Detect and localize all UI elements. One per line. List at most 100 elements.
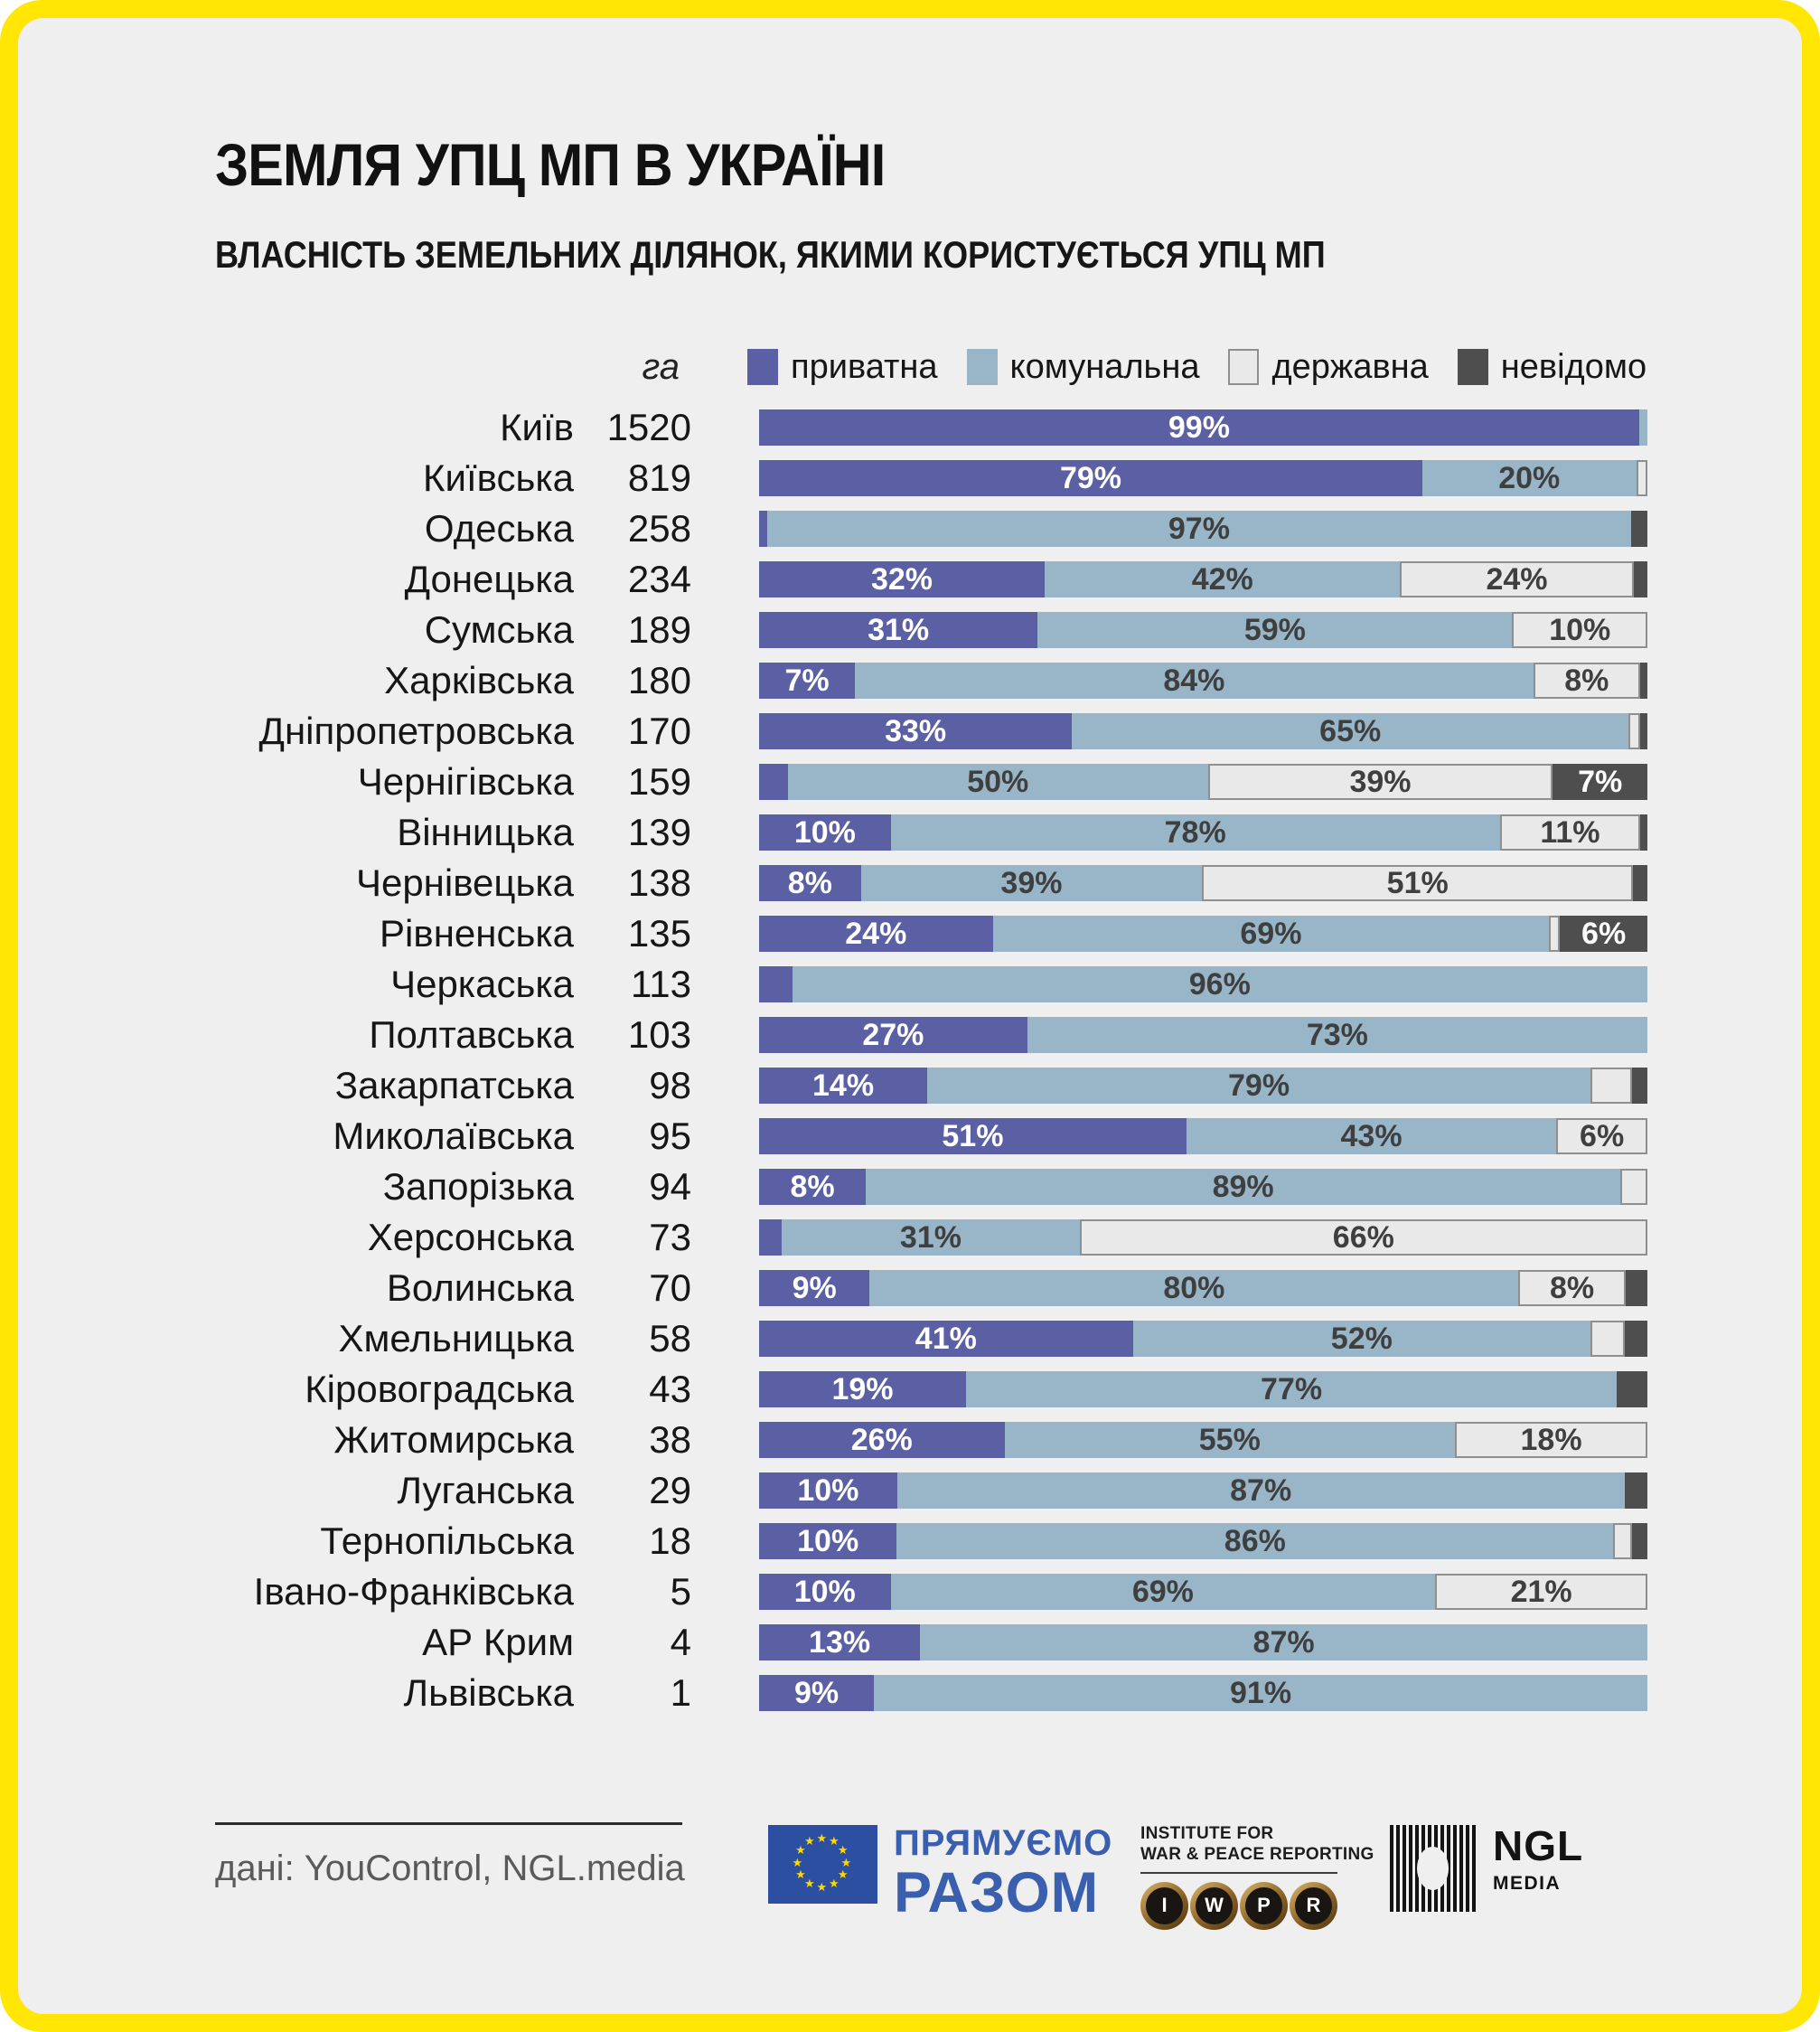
region-label: Полтавська	[369, 1013, 574, 1056]
hectares-value: 70	[649, 1266, 691, 1309]
legend-swatch-state	[1228, 349, 1260, 385]
eu-star-icon: ★	[816, 1830, 828, 1845]
bar-segment-communal: 84%	[855, 663, 1534, 699]
legend-swatch-communal	[966, 349, 998, 385]
chart-row: Сумська 189 31% 59% 10%	[215, 608, 1647, 651]
hectares-value: 170	[627, 710, 691, 752]
bar-segment-private: 13%	[759, 1624, 921, 1660]
chart-row: Полтавська 103 27% 73%	[215, 1013, 1647, 1056]
segment-percent-label: 52%	[1330, 1322, 1393, 1356]
bar-segment-private	[759, 1219, 783, 1256]
hectares-value: 29	[649, 1469, 691, 1511]
legend-label: невідомо	[1500, 347, 1647, 386]
barcode-gap	[1417, 1847, 1449, 1890]
stacked-bar: 10% 86%	[759, 1523, 1647, 1559]
bar-segment-communal: 55%	[1004, 1422, 1456, 1458]
segment-percent-label: 7%	[784, 663, 830, 698]
segment-percent-label: 9%	[792, 1271, 837, 1305]
hectares-value: 94	[649, 1165, 691, 1208]
legend-item-unknown: невідомо	[1457, 347, 1647, 387]
bar-segment-communal: 77%	[965, 1371, 1618, 1407]
bar-segment-communal: 78%	[890, 814, 1500, 851]
chart-row: Одеська 258 97%	[215, 507, 1647, 550]
ngl-sub: MEDIA	[1493, 1873, 1562, 1894]
stacked-bar: 33% 65%	[759, 713, 1647, 749]
segment-percent-label: 39%	[1000, 866, 1063, 900]
bar-segment-communal: 20%	[1421, 460, 1637, 496]
eu-program-line2: РАЗОМ	[894, 1861, 1100, 1924]
typewriter-key-letter: W	[1196, 1886, 1233, 1924]
bar-segment-state	[1549, 916, 1561, 952]
stacked-bar: 96%	[759, 966, 1647, 1002]
hectares-value: 159	[627, 760, 691, 803]
infographic-panel: ЗЕМЛЯ УПЦ МП В УКРАЇНІ ВЛАСНІСТЬ ЗЕМЕЛЬН…	[18, 18, 1802, 2014]
chart-row: Кіровоградська 43 19% 77%	[215, 1368, 1647, 1410]
region-label: Волинська	[386, 1266, 574, 1309]
eu-star-icon: ★	[837, 1843, 849, 1857]
chart-row: Львівська 1 9% 91%	[215, 1671, 1647, 1714]
bar-segment-communal: 69%	[890, 1574, 1436, 1610]
eu-star-icon: ★	[829, 1834, 840, 1849]
segment-percent-label: 14%	[812, 1068, 875, 1103]
bar-segment-private: 7%	[759, 663, 856, 699]
segment-percent-label: 8%	[787, 866, 832, 900]
chart-row: Черкаська 113 96%	[215, 963, 1647, 1005]
segment-percent-label: 26%	[850, 1423, 913, 1457]
bar-segment-unknown	[1639, 713, 1647, 749]
bar-segment-unknown	[1624, 1321, 1647, 1357]
stacked-bar-chart: Київ 1520 99% Київська 819 79% 20% Одеська 258 97…	[215, 406, 1648, 1726]
bar-segment-communal: 43%	[1186, 1118, 1557, 1154]
chart-row: Закарпатська 98 14% 79%	[215, 1064, 1647, 1106]
eu-star-icon: ★	[837, 1867, 849, 1881]
segment-percent-label: 87%	[1230, 1473, 1292, 1508]
hectares-value: 95	[649, 1115, 691, 1157]
hectares-value: 103	[627, 1013, 691, 1056]
segment-percent-label: 21%	[1510, 1575, 1572, 1609]
bar-segment-state: 18%	[1455, 1422, 1647, 1458]
segment-percent-label: 86%	[1224, 1524, 1286, 1558]
hectares-value: 1	[670, 1671, 691, 1714]
bar-segment-communal: 65%	[1072, 713, 1629, 749]
region-label: Чернівецька	[355, 861, 574, 904]
bar-segment-private: 10%	[759, 1574, 891, 1610]
segment-percent-label: 20%	[1498, 461, 1561, 495]
hectares-value: 234	[627, 558, 691, 600]
bar-segment-unknown	[1624, 1472, 1647, 1509]
eu-star-icon: ★	[792, 1855, 803, 1869]
chart-row: Чернігівська 159 50% 39% 7%	[215, 760, 1648, 803]
segment-percent-label: 39%	[1349, 765, 1412, 799]
bar-segment-private: 26%	[759, 1422, 1005, 1458]
bar-segment-state	[1628, 713, 1640, 749]
bar-segment-state: 66%	[1079, 1219, 1647, 1256]
bar-segment-communal: 80%	[869, 1270, 1519, 1306]
stacked-bar: 9% 80% 8%	[759, 1270, 1647, 1306]
chart-row: АР Крим 4 13% 87%	[215, 1621, 1647, 1663]
bar-segment-unknown: 6%	[1560, 916, 1647, 952]
segment-percent-label: 10%	[797, 1524, 859, 1558]
bar-segment-communal: 59%	[1037, 612, 1513, 648]
iwpr-line2: WAR & PEACE REPORTING	[1140, 1844, 1374, 1864]
bar-segment-state: 39%	[1207, 764, 1553, 800]
segment-percent-label: 6%	[1580, 1119, 1625, 1153]
region-label: Львівська	[403, 1671, 574, 1714]
typewriter-key-icon: W	[1190, 1881, 1238, 1930]
bar-segment-private: 9%	[759, 1270, 870, 1306]
bar-segment-state: 10%	[1512, 612, 1647, 648]
data-source-block: дані: YouControl, NGL.media	[215, 1822, 685, 1889]
region-label: Сумська	[424, 608, 574, 651]
stacked-bar: 24% 69% 6%	[759, 916, 1647, 952]
chart-row: Житомирська 38 26% 55% 18%	[215, 1418, 1647, 1461]
bar-segment-communal: 96%	[792, 966, 1647, 1002]
hectares-value: 58	[649, 1317, 691, 1359]
stacked-bar: 8% 39% 51%	[759, 865, 1647, 901]
bar-segment-unknown	[1625, 1270, 1647, 1306]
legend-item-private: приватна	[747, 348, 938, 387]
segment-percent-label: 65%	[1319, 714, 1382, 748]
divider-line	[215, 1822, 682, 1825]
bar-segment-private: 31%	[759, 612, 1038, 648]
iwpr-line1: INSTITUTE FOR	[1140, 1824, 1274, 1843]
eu-program-name: ПРЯМУЄМО РАЗОМ	[894, 1825, 1112, 1922]
segment-percent-label: 89%	[1212, 1170, 1274, 1204]
bar-segment-communal: 52%	[1132, 1321, 1590, 1357]
segment-percent-label: 55%	[1198, 1423, 1261, 1457]
